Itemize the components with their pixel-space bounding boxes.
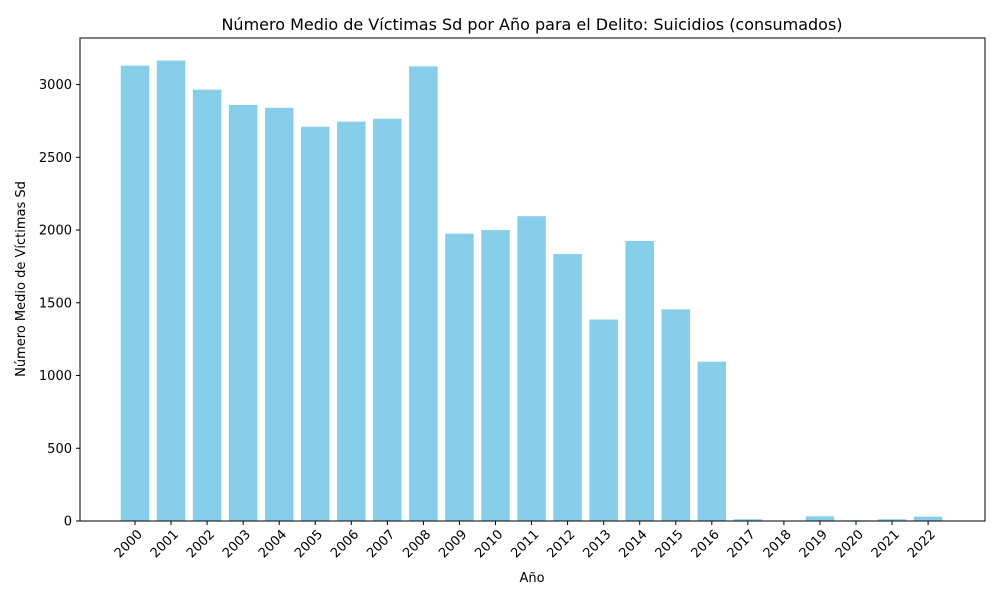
bar-2007 <box>373 118 402 522</box>
x-tick-label: 2009 <box>436 527 470 561</box>
x-tick-label: 2002 <box>184 527 218 561</box>
bar-2019 <box>805 516 835 521</box>
x-ticks-group: 2000 2001 2002 2003 2004 2005 2006 2007 2008 2009… <box>112 521 939 561</box>
y-tick-label: 2000 <box>39 224 72 239</box>
x-tick-label: 2006 <box>328 527 362 561</box>
x-tick-label: 2004 <box>256 527 290 561</box>
y-tick-label: 1000 <box>39 369 72 384</box>
bar-2001 <box>156 60 186 522</box>
bar-2012 <box>553 254 582 522</box>
x-tick-label: 2018 <box>761 527 795 561</box>
x-tick-label: 2001 <box>148 527 182 561</box>
y-tick-label: 500 <box>47 442 72 457</box>
bar-2021 <box>877 519 907 521</box>
bar-2004 <box>264 107 294 521</box>
x-tick-label: 2017 <box>725 527 759 561</box>
x-tick-label: 2007 <box>364 527 398 561</box>
x-tick-label: 2014 <box>617 527 651 561</box>
x-tick-label: 2011 <box>508 527 542 561</box>
x-tick-label: 2021 <box>869 527 903 561</box>
x-tick-label: 2012 <box>544 527 578 561</box>
x-tick-label: 2005 <box>292 527 326 561</box>
bar-2016 <box>697 361 727 521</box>
x-tick-label: 2000 <box>112 527 146 561</box>
bar-2011 <box>517 216 546 521</box>
y-axis-label: Número Medio de Víctimas Sd <box>14 181 29 377</box>
y-tick-label: 3000 <box>39 78 72 93</box>
x-tick-label: 2019 <box>797 527 831 561</box>
bar-2002 <box>192 89 222 522</box>
x-tick-label: 2020 <box>833 527 867 561</box>
x-tick-label: 2022 <box>905 527 939 561</box>
bar-2013 <box>589 319 618 521</box>
bar-2003 <box>228 104 258 522</box>
bar-2015 <box>661 309 690 521</box>
x-tick-label: 2008 <box>400 527 434 561</box>
bar-2005 <box>301 126 330 522</box>
y-tick-label: 0 <box>64 515 72 530</box>
bar-2008 <box>409 66 438 522</box>
x-tick-label: 2010 <box>472 527 506 561</box>
x-tick-label: 2015 <box>653 527 687 561</box>
bar-2017 <box>733 519 763 521</box>
bar-2006 <box>337 121 366 522</box>
y-tick-label: 2500 <box>39 151 72 166</box>
x-tick-label: 2013 <box>580 527 614 561</box>
bars-group <box>120 60 943 522</box>
bar-2000 <box>120 65 150 521</box>
bar-2010 <box>481 230 510 522</box>
y-ticks-group: 0 500 1000 1500 2000 2500 3000 <box>39 78 80 530</box>
x-axis-label: Año <box>519 571 544 586</box>
x-tick-label: 2003 <box>220 527 254 561</box>
chart-title: Número Medio de Víctimas Sd por Año para… <box>221 15 842 34</box>
plot-frame <box>79 37 986 522</box>
bar-2014 <box>625 240 654 521</box>
bar-2009 <box>445 233 474 522</box>
y-tick-label: 1500 <box>39 296 72 311</box>
x-tick-label: 2016 <box>689 527 723 561</box>
bar-2022 <box>913 516 943 521</box>
